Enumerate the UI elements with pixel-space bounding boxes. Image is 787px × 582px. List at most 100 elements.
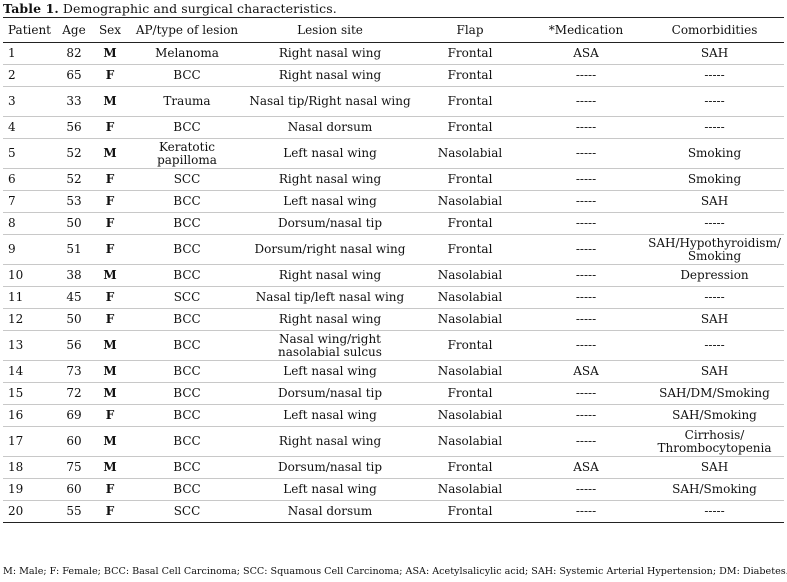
cell-sex: F (105, 194, 115, 208)
cell-lesion-type: SCC (173, 504, 201, 518)
cell-lesion-site: Right nasal wing (278, 434, 382, 448)
cell-patient: 13 (8, 338, 24, 352)
cell-medication: ASA (573, 460, 599, 474)
cell-lesion-type: BCC (173, 120, 201, 134)
cell-flap: Nasolabial (437, 434, 503, 448)
cell-medication: ----- (575, 386, 597, 400)
cell-patient: 18 (8, 460, 24, 474)
cell-flap: Frontal (447, 386, 493, 400)
cell-flap: Frontal (447, 242, 493, 256)
cell-age: 56 (66, 338, 82, 352)
cell-age: 72 (66, 386, 82, 400)
cell-patient: 16 (8, 408, 24, 422)
cell-sex: M (103, 364, 117, 378)
table-row: 20 55 F SCC Nasal dorsum Frontal ----- ----- (3, 501, 784, 523)
cell-flap: Nasolabial (437, 408, 503, 422)
cell-lesion-site: Nasal tip/Right nasal wing (249, 94, 411, 108)
table-row: 17 60 M BCC Right nasal wing Nasolabial ----- C… (3, 427, 784, 457)
cell-lesion-type: BCC (173, 194, 201, 208)
cell-lesion-type: BCC (173, 268, 201, 282)
table-footnote: M: Male; F: Female; BCC: Basal Cell Carc… (3, 566, 787, 577)
cell-flap: Frontal (447, 68, 493, 82)
cell-flap: Frontal (447, 46, 493, 60)
cell-patient: 1 (8, 46, 16, 60)
cell-flap: Frontal (447, 338, 493, 352)
table-row: 4 56 F BCC Nasal dorsum Frontal ----- ----- (3, 117, 784, 139)
cell-lesion-type: BCC (173, 460, 201, 474)
cell-lesion-type: Trauma (163, 94, 211, 108)
cell-comorbidities: SAH/Smoking (672, 482, 757, 496)
cell-comorbidities: ----- (704, 216, 725, 230)
cell-medication: ----- (575, 290, 597, 304)
cell-sex: F (105, 172, 115, 186)
cell-lesion-type: BCC (173, 434, 201, 448)
cell-patient: 9 (8, 242, 16, 256)
cell-lesion-site: Nasal dorsum (287, 504, 373, 518)
cell-comorbidities: SAH (700, 364, 729, 378)
cell-patient: 2 (8, 68, 16, 82)
cell-patient: 8 (8, 216, 16, 230)
cell-medication: ASA (573, 364, 599, 378)
cell-medication: ----- (575, 482, 597, 496)
cell-comorbidities: ----- (704, 338, 725, 352)
table-row: 19 60 F BCC Left nasal wing Nasolabial ----- SA… (3, 479, 784, 501)
cell-comorbidities: Depression (680, 268, 749, 282)
table-row: 13 56 M BCC Nasal wing/right nasolabial sulc… (3, 331, 784, 361)
cell-sex: M (103, 386, 117, 400)
cell-patient: 17 (8, 434, 24, 448)
cell-sex: F (105, 216, 115, 230)
cell-flap: Frontal (447, 172, 493, 186)
header-lesion-site: Lesion site (247, 17, 413, 43)
cell-lesion-site: Right nasal wing (278, 46, 382, 60)
header-comorbidities: Comorbidities (645, 17, 784, 43)
cell-age: 65 (66, 68, 82, 82)
cell-age: 75 (66, 460, 82, 474)
header-patient: Patient (3, 17, 55, 43)
cell-lesion-site: Right nasal wing (278, 268, 382, 282)
table-row: 6 52 F SCC Right nasal wing Frontal ----- Smoki… (3, 169, 784, 191)
cell-flap: Frontal (447, 94, 493, 108)
cell-comorbidities: Smoking (687, 172, 742, 186)
cell-flap: Nasolabial (437, 268, 503, 282)
cell-age: 50 (66, 216, 82, 230)
cell-age: 52 (66, 146, 82, 160)
cell-comorbidities: SAH (700, 312, 729, 326)
demographics-table: Patient Age Sex AP/type of lesion Lesion… (3, 17, 784, 523)
cell-age: 51 (66, 242, 82, 256)
table-row: 1 82 M Melanoma Right nasal wing Frontal ASA SA… (3, 43, 784, 65)
cell-medication: ----- (575, 434, 597, 448)
cell-age: 73 (66, 364, 82, 378)
cell-comorbidities: SAH (700, 460, 729, 474)
table-row: 11 45 F SCC Nasal tip/left nasal wing Nasolab… (3, 287, 784, 309)
cell-sex: M (103, 46, 117, 60)
cell-lesion-site: Dorsum/nasal tip (277, 216, 383, 230)
table-row: 3 33 M Trauma Nasal tip/Right nasal wing Fron… (3, 87, 784, 117)
cell-lesion-type: Melanoma (155, 46, 219, 60)
cell-patient: 3 (8, 94, 16, 108)
cell-flap: Frontal (447, 216, 493, 230)
cell-comorbidities: SAH (700, 194, 729, 208)
cell-age: 56 (66, 120, 82, 134)
cell-lesion-type: BCC (173, 242, 201, 256)
cell-lesion-type: BCC (173, 68, 201, 82)
cell-age: 60 (66, 434, 82, 448)
cell-patient: 20 (8, 504, 24, 518)
cell-lesion-site: Right nasal wing (278, 68, 382, 82)
cell-age: 53 (66, 194, 82, 208)
cell-medication: ----- (575, 504, 597, 518)
cell-medication: ASA (573, 46, 599, 60)
cell-lesion-site: Nasal dorsum (287, 120, 373, 134)
cell-medication: ----- (575, 338, 597, 352)
table-caption: Table 1. Demographic and surgical charac… (3, 1, 337, 16)
table-row: 12 50 F BCC Right nasal wing Nasolabial ----- S… (3, 309, 784, 331)
cell-patient: 12 (8, 312, 24, 326)
cell-patient: 11 (8, 290, 24, 304)
cell-patient: 14 (8, 364, 24, 378)
table-row: 5 52 M Keratotic papilloma Left nasal wing Na… (3, 139, 784, 169)
cell-comorbidities: SAH/Smoking (672, 408, 757, 422)
cell-lesion-type: BCC (173, 408, 201, 422)
cell-lesion-type: SCC (173, 290, 201, 304)
header-medication: *Medication (527, 17, 645, 43)
cell-medication: ----- (575, 312, 597, 326)
cell-lesion-type: BCC (173, 216, 201, 230)
